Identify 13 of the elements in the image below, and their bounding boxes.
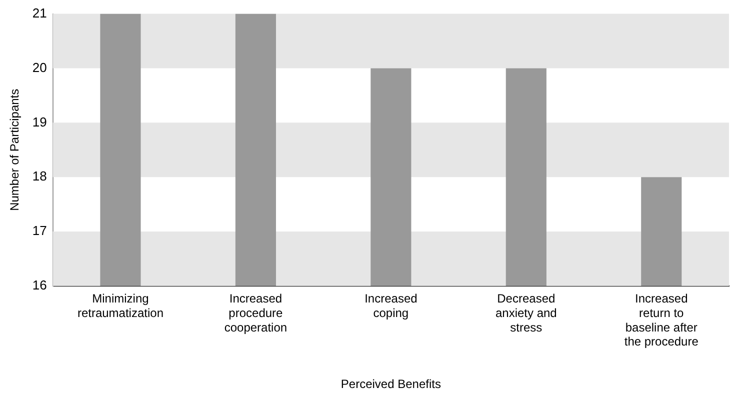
x-tick-label: Increased return to baseline after the procedure [624,292,699,349]
y-tick-label: 21 [32,5,47,20]
y-tick-label: 20 [32,60,47,75]
x-axis-title: Perceived Benefits [340,377,441,392]
y-tick-label: 19 [32,114,47,130]
x-tick-label: Increased procedure cooperation [224,292,288,334]
y-tick-label: 17 [32,223,47,238]
y-axis-title: Number of Participants [8,88,22,211]
x-tick-label: Increased coping [364,292,418,320]
x-tick-label: Minimizing retraumatization [77,292,164,320]
y-tick-label: 18 [32,168,47,184]
x-tick-label: Decreased anxiety and stress [495,292,557,334]
y-tick-label: 16 [32,278,47,293]
